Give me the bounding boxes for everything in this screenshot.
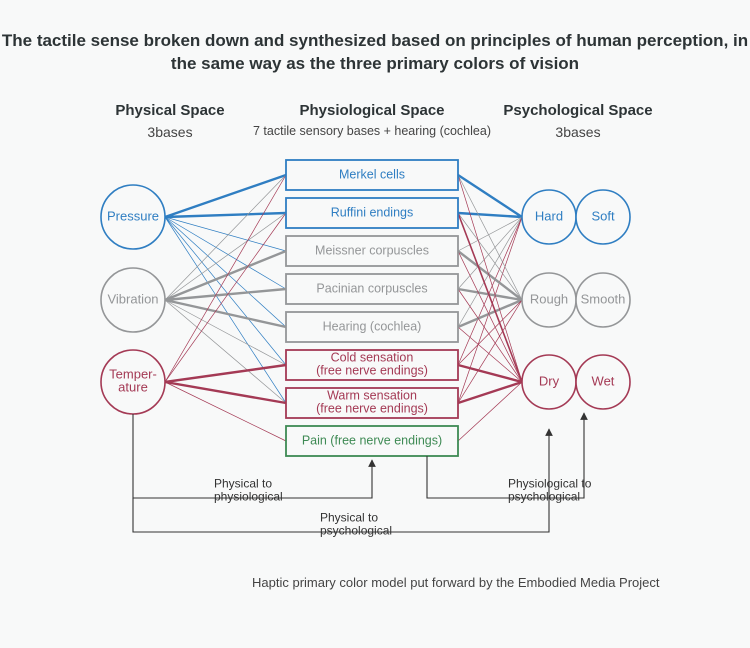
svg-text:Hearing (cochlea): Hearing (cochlea) (323, 319, 422, 333)
flow-arrow (287, 460, 372, 498)
edge (458, 213, 522, 217)
edge (165, 213, 286, 217)
edge (165, 175, 286, 300)
edge (165, 382, 286, 403)
edge (165, 217, 286, 251)
edge (165, 213, 286, 300)
svg-text:Smooth: Smooth (581, 291, 626, 306)
svg-text:Meissner corpuscles: Meissner corpuscles (315, 243, 429, 257)
caption: Haptic primary color model put forward b… (252, 575, 660, 590)
edge (165, 382, 286, 441)
svg-text:Wet: Wet (592, 373, 615, 388)
svg-text:Pressure: Pressure (107, 208, 159, 223)
svg-text:Physiological topsychological: Physiological topsychological (508, 477, 592, 504)
svg-text:Physical tophysiological: Physical tophysiological (214, 477, 283, 504)
edge (165, 175, 286, 217)
svg-text:Soft: Soft (591, 208, 615, 223)
svg-text:Merkel cells: Merkel cells (339, 167, 405, 181)
svg-text:Physical topsychological: Physical topsychological (320, 511, 392, 538)
svg-text:Ruffini endings: Ruffini endings (331, 205, 413, 219)
svg-text:Cold sensation(free nerve endi: Cold sensation(free nerve endings) (316, 351, 428, 378)
svg-text:Hard: Hard (535, 208, 563, 223)
diagram-root: { "title": "The tactile sense broken dow… (0, 0, 750, 648)
svg-text:Pacinian corpuscles: Pacinian corpuscles (316, 281, 427, 295)
edge (458, 251, 522, 382)
edge (165, 251, 286, 300)
svg-text:Dry: Dry (539, 373, 560, 388)
edge (458, 213, 522, 300)
edge (165, 300, 286, 327)
diagram-svg: PressureVibrationTemper-atureMerkel cell… (0, 0, 750, 648)
svg-text:Vibration: Vibration (107, 291, 158, 306)
edge (458, 251, 522, 300)
svg-text:Warm sensation(free nerve endi: Warm sensation(free nerve endings) (316, 389, 428, 416)
edge (458, 175, 522, 217)
edge (458, 300, 522, 327)
edge (165, 365, 286, 382)
svg-text:Pain (free nerve endings): Pain (free nerve endings) (302, 433, 442, 447)
edge (458, 382, 522, 403)
svg-text:Rough: Rough (530, 291, 568, 306)
edge (458, 382, 522, 441)
